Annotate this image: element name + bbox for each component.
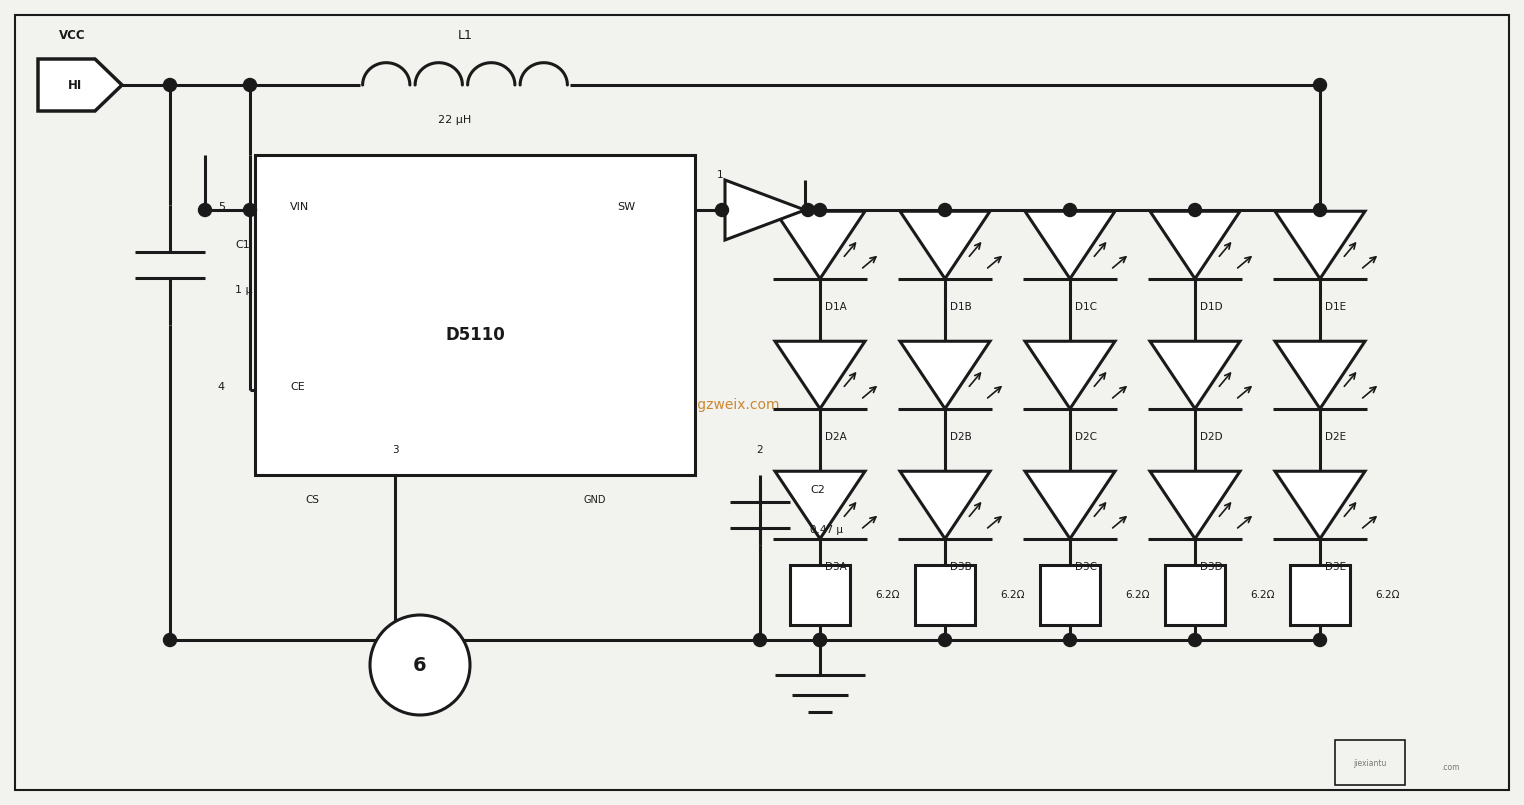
Bar (1289, 565, 1350, 625)
Text: .com: .com (1440, 762, 1460, 771)
Text: 6.2Ω: 6.2Ω (1375, 590, 1399, 600)
Text: 1: 1 (716, 170, 724, 180)
Text: 2: 2 (757, 445, 764, 455)
Circle shape (1314, 204, 1326, 217)
Text: D2E: D2E (1324, 431, 1346, 442)
Text: 0.47 μ: 0.47 μ (809, 525, 843, 535)
Circle shape (1189, 634, 1201, 646)
Polygon shape (901, 341, 991, 409)
Text: D1C: D1C (1074, 302, 1097, 312)
Text: 22 μH: 22 μH (439, 115, 471, 125)
Circle shape (715, 204, 728, 217)
Text: D1D: D1D (1199, 302, 1222, 312)
Text: CE: CE (290, 382, 305, 392)
Polygon shape (776, 471, 866, 539)
Text: D2A: D2A (824, 431, 847, 442)
Circle shape (244, 204, 256, 217)
Text: D5110: D5110 (445, 326, 504, 344)
Text: L1: L1 (457, 28, 472, 42)
Text: 6.2Ω: 6.2Ω (1000, 590, 1024, 600)
Text: SW: SW (617, 202, 636, 212)
Bar (255, 155, 695, 475)
Circle shape (1064, 634, 1076, 646)
Text: 4: 4 (218, 382, 226, 392)
Bar (789, 565, 850, 625)
Polygon shape (1276, 211, 1366, 279)
Polygon shape (901, 211, 991, 279)
Text: D2D: D2D (1199, 431, 1222, 442)
Circle shape (939, 634, 951, 646)
Text: C2: C2 (809, 485, 824, 495)
Text: www.gzweix.com: www.gzweix.com (660, 398, 780, 412)
Polygon shape (1151, 211, 1241, 279)
Text: VCC: VCC (59, 28, 85, 42)
Text: D2C: D2C (1074, 431, 1097, 442)
Text: D3D: D3D (1199, 562, 1222, 572)
Bar (1335, 740, 1405, 785)
Polygon shape (1151, 471, 1241, 539)
Circle shape (802, 204, 814, 217)
Bar (1039, 565, 1100, 625)
Circle shape (1314, 79, 1326, 92)
Text: C1: C1 (235, 240, 250, 250)
Text: D1B: D1B (949, 302, 972, 312)
Circle shape (814, 634, 826, 646)
Text: D1A: D1A (824, 302, 847, 312)
Text: D2B: D2B (949, 431, 972, 442)
Circle shape (163, 634, 177, 646)
Text: 1 μ: 1 μ (235, 285, 253, 295)
Circle shape (814, 204, 826, 217)
Circle shape (1314, 634, 1326, 646)
Text: D1E: D1E (1324, 302, 1346, 312)
Polygon shape (1026, 211, 1116, 279)
Circle shape (1064, 204, 1076, 217)
Text: D3A: D3A (824, 562, 847, 572)
Circle shape (1189, 204, 1201, 217)
Text: VIN: VIN (290, 202, 309, 212)
Circle shape (814, 634, 826, 646)
Bar (1164, 565, 1225, 625)
Text: 6.2Ω: 6.2Ω (875, 590, 899, 600)
Text: D3C: D3C (1074, 562, 1097, 572)
Text: D3B: D3B (949, 562, 972, 572)
Polygon shape (776, 341, 866, 409)
Polygon shape (1026, 341, 1116, 409)
Text: 6.2Ω: 6.2Ω (1250, 590, 1274, 600)
Circle shape (370, 615, 469, 715)
Circle shape (244, 79, 256, 92)
Bar (914, 565, 975, 625)
Text: 6: 6 (413, 655, 427, 675)
Text: jiexiantu: jiexiantu (1353, 758, 1387, 767)
Circle shape (163, 79, 177, 92)
Circle shape (198, 204, 212, 217)
Text: 3: 3 (392, 445, 398, 455)
Polygon shape (901, 471, 991, 539)
Polygon shape (776, 211, 866, 279)
Polygon shape (1276, 471, 1366, 539)
Polygon shape (1151, 341, 1241, 409)
Polygon shape (1276, 341, 1366, 409)
Polygon shape (1026, 471, 1116, 539)
Polygon shape (38, 59, 122, 111)
Circle shape (939, 204, 951, 217)
Circle shape (753, 634, 767, 646)
Text: 5: 5 (218, 202, 226, 212)
Polygon shape (725, 180, 805, 240)
Text: D3E: D3E (1324, 562, 1346, 572)
Text: HI: HI (69, 79, 82, 92)
Text: GND: GND (584, 495, 607, 505)
Text: 6.2Ω: 6.2Ω (1125, 590, 1149, 600)
Text: CS: CS (305, 495, 319, 505)
